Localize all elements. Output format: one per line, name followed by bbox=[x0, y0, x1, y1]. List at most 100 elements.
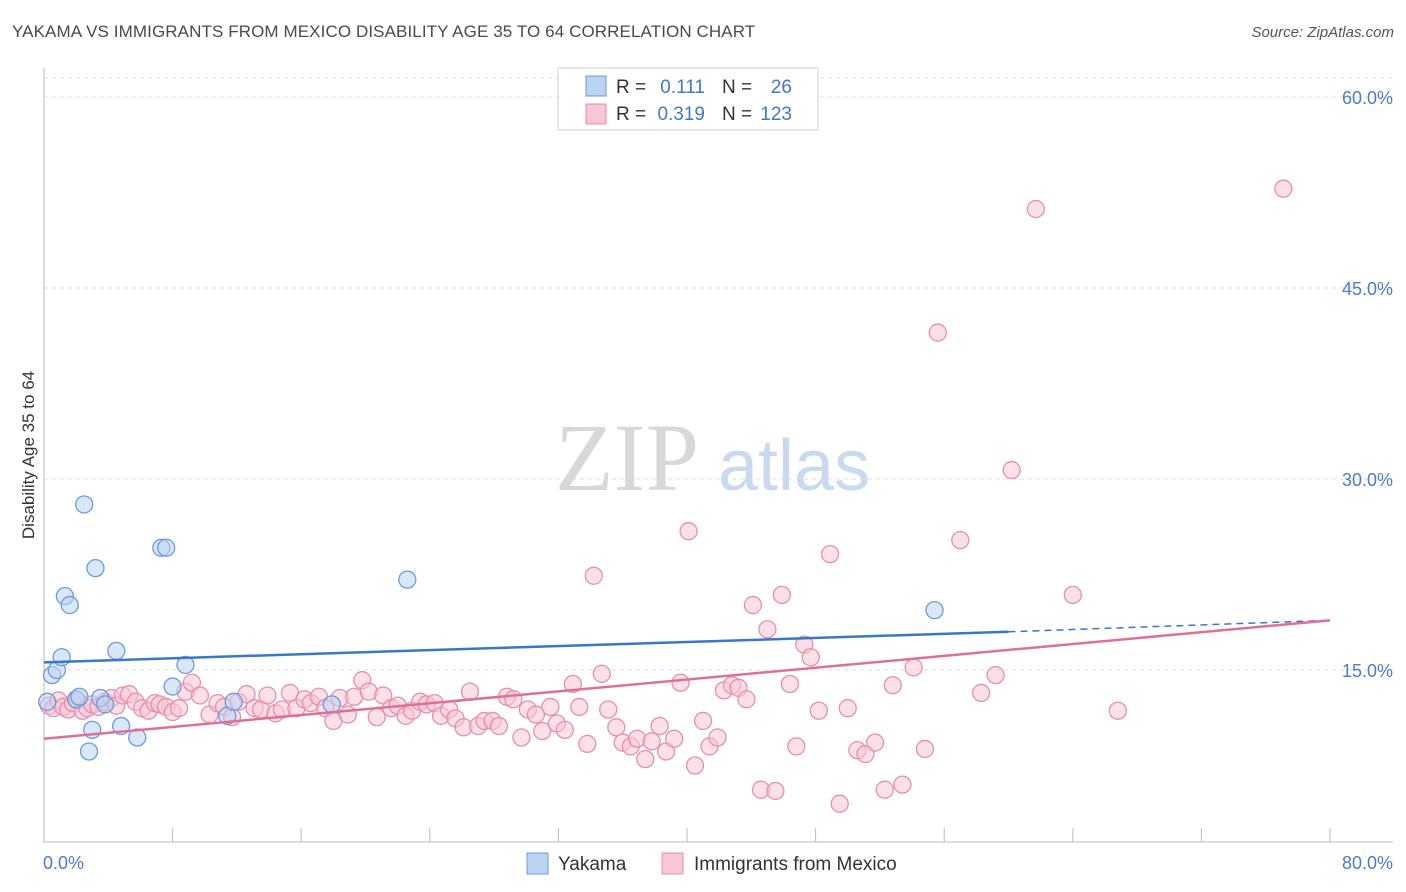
grid bbox=[44, 77, 1393, 671]
point-yakama bbox=[176, 655, 195, 675]
point-yakama bbox=[322, 695, 341, 714]
point-mexico bbox=[809, 701, 828, 720]
point-mexico bbox=[1002, 460, 1021, 480]
point-mexico bbox=[758, 620, 777, 639]
point-mexico bbox=[533, 721, 552, 741]
point-mexico bbox=[258, 686, 277, 705]
trend-lines bbox=[43, 619, 1331, 741]
legend-n-value-2: 123 bbox=[760, 104, 792, 125]
point-mexico bbox=[951, 530, 970, 550]
legend-n-label-1: N = bbox=[722, 77, 752, 98]
source-label: Source: ZipAtlas.com bbox=[1251, 24, 1394, 41]
point-yakama bbox=[70, 687, 89, 706]
point-mexico bbox=[460, 682, 480, 701]
point-mexico bbox=[875, 780, 894, 799]
point-yakama bbox=[60, 595, 79, 615]
watermark: ZIP atlas bbox=[555, 404, 870, 511]
x-tick-label-min: 0.0% bbox=[43, 853, 84, 873]
point-yakama bbox=[107, 641, 126, 661]
trend-line-yakama bbox=[43, 630, 1009, 664]
point-mexico bbox=[780, 674, 800, 694]
point-mexico bbox=[893, 775, 912, 794]
point-yakama bbox=[398, 570, 417, 589]
point-mexico bbox=[578, 734, 597, 754]
point-mexico bbox=[685, 756, 705, 775]
point-mexico bbox=[489, 716, 509, 736]
legend-n-label-2: N = bbox=[722, 104, 752, 125]
trend-line-mexico bbox=[43, 619, 1331, 741]
point-mexico bbox=[693, 711, 713, 731]
point-mexico bbox=[169, 699, 189, 718]
x-tick-label-max: 80.0% bbox=[1342, 853, 1393, 873]
point-mexico bbox=[671, 673, 690, 692]
point-yakama bbox=[79, 742, 99, 761]
point-mexico bbox=[972, 683, 991, 703]
legend-bottom-swatch-yakama bbox=[526, 852, 549, 875]
point-mexico bbox=[743, 595, 763, 615]
point-yakama bbox=[163, 677, 182, 696]
axes: 15.0% 30.0% 45.0% 60.0% bbox=[43, 68, 1393, 843]
point-mexico bbox=[599, 700, 618, 719]
legend-n-value-1: 26 bbox=[771, 77, 792, 98]
point-yakama bbox=[38, 692, 57, 711]
point-mexico bbox=[801, 648, 820, 667]
legend-r-value-1: 0.111 bbox=[660, 77, 705, 98]
point-mexico bbox=[592, 664, 611, 683]
point-mexico bbox=[642, 732, 661, 751]
point-mexico bbox=[838, 699, 857, 718]
point-mexico bbox=[664, 729, 684, 748]
point-yakama bbox=[157, 538, 176, 557]
point-mexico bbox=[607, 718, 626, 737]
point-mexico bbox=[504, 690, 523, 709]
point-mexico bbox=[650, 716, 669, 736]
legend-swatch-mexico bbox=[585, 103, 607, 125]
point-mexico bbox=[787, 737, 806, 756]
point-mexico bbox=[526, 705, 546, 724]
legend-swatch-yakama bbox=[585, 75, 607, 97]
point-mexico bbox=[636, 749, 655, 769]
data-points bbox=[38, 179, 1293, 813]
legend-bottom-mexico: Immigrants from Mexico bbox=[694, 854, 897, 875]
point-mexico bbox=[190, 686, 210, 705]
point-mexico bbox=[1108, 701, 1127, 720]
point-mexico bbox=[570, 697, 589, 717]
y-tick-label: 60.0% bbox=[1342, 88, 1393, 108]
y-tick-label: 15.0% bbox=[1342, 661, 1393, 681]
point-mexico bbox=[915, 739, 935, 759]
point-mexico bbox=[737, 690, 756, 709]
legend-r-value-2: 0.319 bbox=[657, 104, 705, 125]
point-mexico bbox=[708, 728, 727, 747]
point-mexico bbox=[830, 794, 849, 813]
point-mexico bbox=[1026, 199, 1045, 219]
point-mexico bbox=[865, 733, 885, 752]
legend-bottom-yakama: Yakama bbox=[558, 854, 627, 875]
point-mexico bbox=[555, 720, 574, 739]
point-yakama bbox=[95, 695, 115, 714]
point-mexico bbox=[820, 544, 840, 564]
watermark-zip: ZIP bbox=[555, 404, 699, 511]
legend-bottom-swatch-mexico bbox=[661, 852, 684, 875]
point-mexico bbox=[904, 658, 923, 677]
legend-r-label-2: R = bbox=[616, 104, 646, 125]
point-mexico bbox=[883, 676, 902, 695]
chart-title: YAKAMA VS IMMIGRANTS FROM MEXICO DISABIL… bbox=[12, 22, 756, 41]
point-mexico bbox=[512, 728, 531, 747]
point-mexico bbox=[563, 674, 583, 694]
watermark-atlas: atlas bbox=[718, 426, 870, 506]
point-mexico bbox=[766, 781, 785, 801]
point-mexico bbox=[679, 522, 698, 541]
point-mexico bbox=[584, 566, 603, 585]
point-yakama bbox=[224, 692, 243, 711]
point-mexico bbox=[986, 665, 1005, 685]
trend-line-extension-yakama bbox=[1008, 619, 1331, 633]
legend-r-label-1: R = bbox=[616, 77, 646, 98]
point-mexico bbox=[338, 705, 357, 724]
point-mexico bbox=[772, 585, 791, 605]
point-mexico bbox=[541, 697, 560, 717]
point-yakama bbox=[86, 558, 105, 578]
legend-top: R = 0.111 N = 26 R = 0.319 N = 123 bbox=[557, 67, 819, 131]
point-mexico bbox=[928, 323, 947, 342]
point-yakama bbox=[925, 601, 944, 620]
point-mexico bbox=[1063, 585, 1082, 605]
